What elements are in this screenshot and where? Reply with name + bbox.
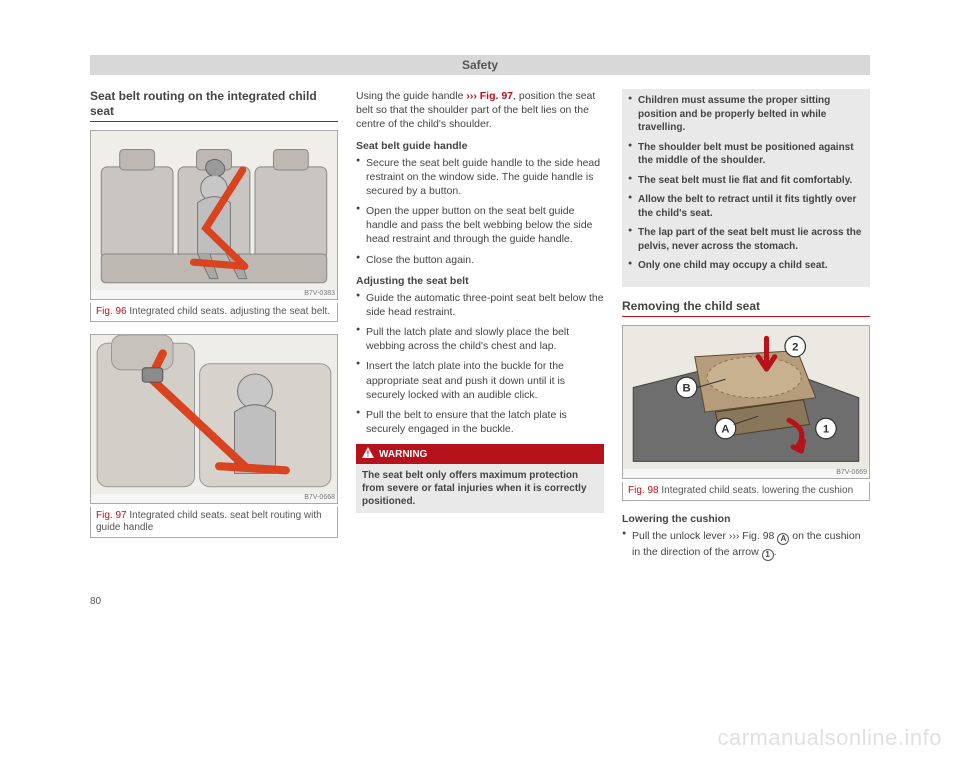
column-1: Seat belt routing on the integrated chil…: [90, 89, 338, 569]
figure-96-caption-text: Integrated child seats. adjusting the se…: [127, 306, 330, 317]
svg-text:B: B: [682, 382, 690, 394]
list-item: Secure the seat belt guide handle to the…: [356, 156, 604, 199]
list-adjust-belt: Guide the automatic three-point seat bel…: [356, 291, 604, 437]
list-guide-handle: Secure the seat belt guide handle to the…: [356, 156, 604, 267]
figure-98: 2 1 B A B7V-0669: [622, 325, 870, 480]
figure-97: B7V-0668: [90, 334, 338, 504]
page-number: 80: [90, 596, 101, 607]
figure-98-illustration: 2 1 B A: [623, 326, 869, 470]
warning-header: ! WARNING: [356, 444, 604, 464]
list-item: Insert the latch plate into the buckle f…: [356, 359, 604, 402]
list-item: The lap part of the seat belt must lie a…: [628, 226, 864, 253]
intro-a: Using the guide handle: [356, 90, 466, 102]
figure-96: B7V-0383: [90, 130, 338, 300]
list-item: Guide the automatic three-point seat bel…: [356, 291, 604, 319]
figure-97-caption: Fig. 97 Integrated child seats. seat bel…: [90, 507, 338, 538]
svg-text:1: 1: [823, 423, 829, 435]
section-heading-remove: Removing the child seat: [622, 299, 870, 317]
list-item: The shoulder belt must be positioned aga…: [628, 141, 864, 168]
list-item: Pull the belt to ensure that the latch p…: [356, 408, 604, 436]
svg-text:A: A: [721, 423, 729, 435]
list-item: Children must assume the proper sitting …: [628, 94, 864, 135]
list-item: Close the button again.: [356, 253, 604, 267]
header-title: Safety: [462, 58, 498, 72]
columns: Seat belt routing on the integrated chil…: [90, 89, 870, 569]
subhead-guide-handle: Seat belt guide handle: [356, 140, 604, 152]
subhead-adjust-belt: Adjusting the seat belt: [356, 275, 604, 287]
warning-cont-list: Children must assume the proper sitting …: [628, 94, 864, 273]
figure-98-label: Fig. 98: [628, 485, 659, 496]
subhead-lowering: Lowering the cushion: [622, 513, 870, 525]
list-item: Allow the belt to retract until it fits …: [628, 193, 864, 220]
figure-97-illustration: [91, 335, 337, 494]
column-3: Children must assume the proper sitting …: [622, 89, 870, 569]
intro-ref: ››› Fig. 97: [466, 90, 513, 102]
figure-98-caption-text: Integrated child seats. lowering the cus…: [659, 485, 854, 496]
figure-97-code: B7V-0668: [91, 494, 337, 503]
list-lowering: Pull the unlock lever ››› Fig. 98 A on t…: [622, 529, 870, 561]
figure-97-caption-text: Integrated child seats. seat belt routin…: [96, 510, 322, 533]
marker-a-icon: A: [777, 533, 789, 545]
page: Safety Seat belt routing on the integrat…: [90, 55, 870, 569]
watermark: carmanualsonline.info: [717, 725, 942, 751]
warning-label: WARNING: [379, 449, 427, 460]
figure-97-label: Fig. 97: [96, 510, 127, 521]
column-2: Using the guide handle ››› Fig. 97, posi…: [356, 89, 604, 569]
warning-icon: !: [362, 447, 374, 461]
figure-98-caption: Fig. 98 Integrated child seats. lowering…: [622, 482, 870, 501]
figure-96-caption: Fig. 96 Integrated child seats. adjustin…: [90, 303, 338, 322]
header-bar: Safety: [90, 55, 870, 75]
marker-1-icon: 1: [762, 549, 774, 561]
p1-c: .: [774, 546, 777, 558]
figure-96-illustration: [91, 131, 337, 290]
section-heading-belt-routing: Seat belt routing on the integrated chil…: [90, 89, 338, 122]
p1-a: Pull the unlock lever: [632, 530, 729, 542]
svg-text:2: 2: [792, 341, 798, 353]
intro-text: Using the guide handle ››› Fig. 97, posi…: [356, 89, 604, 132]
list-item: Pull the unlock lever ››› Fig. 98 A on t…: [622, 529, 870, 561]
figure-96-label: Fig. 96: [96, 306, 127, 317]
list-item: Only one child may occupy a child seat.: [628, 259, 864, 273]
figure-96-code: B7V-0383: [91, 290, 337, 299]
list-item: The seat belt must lie flat and fit comf…: [628, 174, 864, 188]
warning-body: The seat belt only offers maximum protec…: [356, 464, 604, 513]
list-item: Pull the latch plate and slowly place th…: [356, 325, 604, 353]
warning-continuation: Children must assume the proper sitting …: [622, 89, 870, 287]
svg-text:!: !: [367, 450, 370, 459]
p1-ref: ››› Fig. 98: [729, 530, 775, 542]
figure-98-code: B7V-0669: [623, 469, 869, 478]
list-item: Open the upper button on the seat belt g…: [356, 204, 604, 247]
